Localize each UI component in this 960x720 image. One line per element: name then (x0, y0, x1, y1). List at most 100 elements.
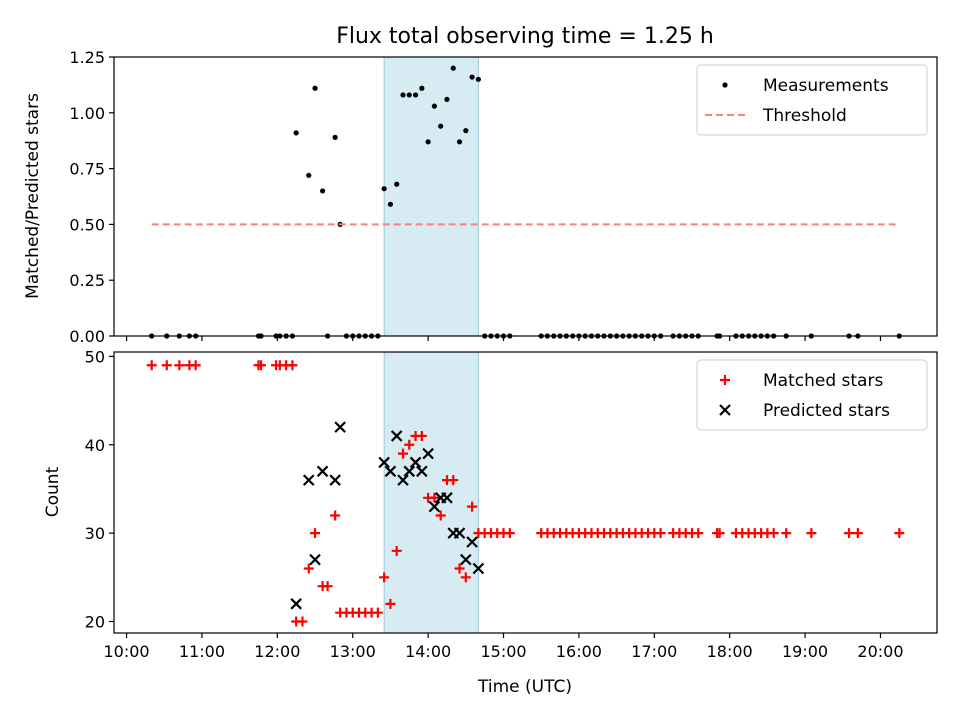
y-tick-label: 1.00 (69, 104, 105, 123)
y-tick-label: 0.25 (69, 271, 105, 290)
measurements-point (400, 92, 406, 98)
y-tick-label: 50 (85, 347, 105, 366)
matched-stars-point (404, 439, 415, 450)
matched-stars-point (429, 492, 440, 503)
predicted-stars-point (390, 430, 403, 442)
legend-label: Matched stars (763, 371, 883, 391)
bottom-x-axis-label: Time (UTC) (477, 677, 572, 697)
x-tick-label: 20:00 (857, 642, 903, 661)
matched-stars-point (372, 607, 383, 618)
measurements-point (306, 172, 312, 178)
x-tick-label: 12:00 (254, 642, 300, 661)
measurements-point (387, 201, 394, 207)
predicted-stars-point (384, 465, 397, 478)
measurements-point (475, 76, 481, 82)
matched-stars-point (852, 528, 863, 539)
y-tick-label: 20 (85, 613, 105, 632)
measurements-point (312, 85, 318, 91)
matched-stars-point (467, 501, 478, 512)
predicted-stars-point (378, 456, 390, 469)
measurements-point (381, 186, 387, 192)
matched-stars-point (385, 598, 396, 609)
matched-stars-point (806, 528, 817, 539)
plot-frame-1 (113, 351, 938, 634)
measurements-point (319, 188, 326, 194)
predicted-stars-point (302, 474, 315, 486)
observing-interval-band-0 (383, 56, 479, 337)
predicted-stars-point (409, 456, 422, 469)
observing-interval-band-1 (383, 351, 479, 634)
y-tick-label: 40 (85, 436, 105, 455)
bottom-y-axis-label: Count (43, 466, 63, 517)
matched-stars-point (303, 563, 314, 574)
matched-stars-point (504, 528, 515, 539)
matched-stars-point (460, 572, 471, 583)
measurements-point (438, 123, 444, 129)
matched-stars-point (894, 528, 905, 539)
matched-stars-point (397, 448, 408, 459)
predicted-stars-point (329, 474, 341, 486)
predicted-stars-point (397, 474, 409, 486)
x-tick-label: 13:00 (330, 642, 376, 661)
matched-stars-point (844, 528, 855, 539)
legend-marker-swatch (720, 375, 730, 385)
legend-label: Predicted stars (763, 401, 890, 421)
matched-stars-point (174, 360, 185, 371)
matched-stars-point (454, 563, 465, 574)
x-tick-label: 16:00 (556, 642, 602, 661)
y-tick-label: 1.25 (69, 48, 105, 67)
measurements-point (293, 130, 299, 136)
matched-stars-point (391, 545, 402, 556)
legend-marker-swatch (719, 404, 731, 416)
y-tick-label: 0.75 (69, 160, 105, 179)
plot-frame-0 (113, 56, 938, 337)
matched-stars-point (768, 528, 779, 539)
legend-label: Measurements (763, 76, 889, 96)
matched-stars-point (655, 528, 666, 539)
matched-stars-point (693, 528, 704, 539)
predicted-stars-point (316, 465, 329, 478)
predicted-stars-point (441, 492, 453, 504)
measurements-point (444, 96, 450, 103)
measurements-point (469, 74, 475, 80)
matched-stars-point (310, 528, 321, 539)
measurements-point (419, 85, 425, 91)
measurements-point (450, 65, 456, 71)
x-tick-label: 17:00 (631, 642, 677, 661)
predicted-stars-point (428, 500, 441, 513)
y-tick-label: 30 (85, 524, 105, 543)
x-tick-label: 14:00 (405, 642, 451, 661)
matched-stars-point (714, 528, 725, 539)
legend-box-0 (696, 64, 928, 136)
matched-stars-point (190, 360, 201, 371)
matched-stars-point (161, 360, 172, 371)
x-tick-label: 10:00 (104, 642, 150, 661)
predicted-stars-point (290, 598, 302, 610)
top-y-axis-label: Matched/Predicted stars (23, 93, 43, 299)
predicted-stars-point (472, 562, 485, 575)
measurements-point (394, 181, 400, 187)
x-tick-label: 19:00 (782, 642, 828, 661)
y-tick-label: 0.00 (69, 327, 105, 346)
measurements-point (456, 139, 463, 145)
matched-stars-point (146, 360, 157, 371)
predicted-stars-point (334, 421, 346, 433)
matched-stars-point (448, 475, 459, 486)
predicted-stars-point (416, 465, 428, 478)
legend-label: Threshold (762, 106, 847, 126)
matched-stars-point (781, 528, 792, 539)
predicted-stars-point (460, 553, 472, 566)
measurements-point (412, 92, 419, 98)
matched-stars-point (287, 360, 298, 371)
measurements-point (463, 128, 469, 134)
x-tick-label: 18:00 (707, 642, 753, 661)
x-tick-label: 11:00 (179, 642, 225, 661)
measurements-point (332, 134, 338, 140)
matched-stars-point (435, 510, 446, 521)
matched-stars-point (330, 510, 341, 521)
measurements-point (431, 103, 438, 109)
matched-stars-point (416, 430, 427, 441)
matched-stars-point (297, 616, 308, 627)
predicted-stars-point (453, 527, 466, 539)
